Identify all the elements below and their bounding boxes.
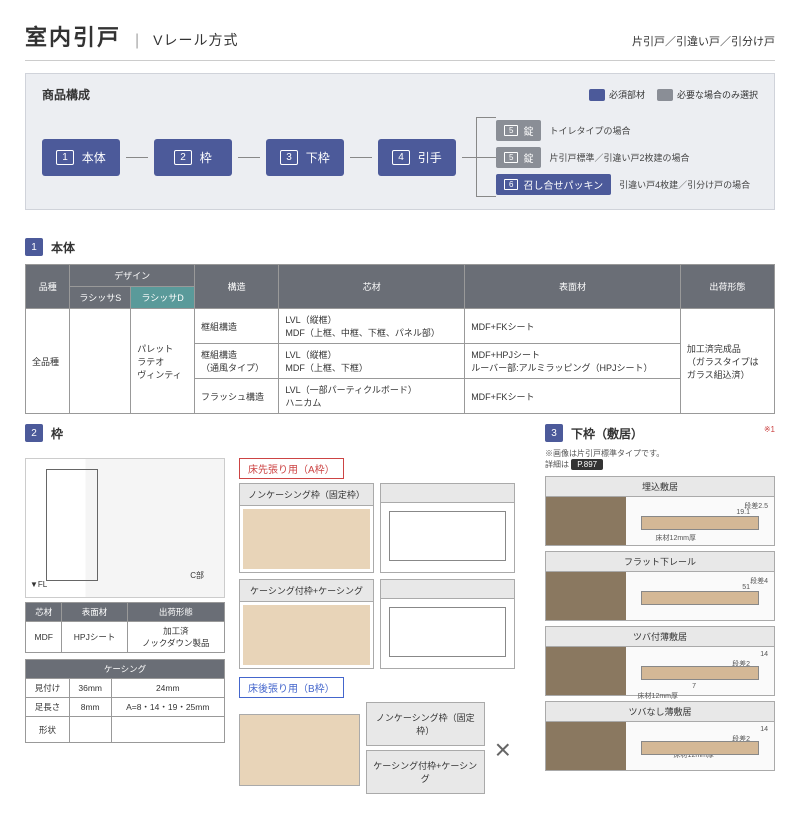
legend-swatch-optional — [657, 89, 673, 101]
composition-panel: 商品構成 必須部材 必要な場合のみ選択 1本体 2枠 3下枠 4引手 5錠トイレ… — [25, 73, 775, 210]
flow-step-1: 1本体 — [42, 139, 120, 176]
frame-type-b-label: 床後張り用（B枠） — [239, 677, 344, 698]
frame-cell — [239, 714, 360, 786]
sill-item: 埋込敷居段差2.519.112.819.1床材12mm厚 — [545, 476, 775, 546]
legend: 必須部材 必要な場合のみ選択 — [589, 88, 758, 101]
frame-material-table: 芯材表面材出荷形態 MDFHPJシート加工済 ノックダウン製品 — [25, 602, 225, 653]
legend-swatch-required — [589, 89, 605, 101]
sill-item: フラット下レール段差451床材12mm厚 — [545, 551, 775, 621]
branch-row: 5錠片引戸標準／引違い戸2枚建の場合 — [496, 147, 750, 168]
title-sep: | — [135, 32, 139, 50]
casing-table: ケーシング 見付け36mm24mm 足長さ8mmA=8・14・19・25mm 形… — [25, 659, 225, 743]
frame-cell: ノンケーシング枠（固定枠） — [239, 483, 374, 573]
frame-cell — [380, 483, 515, 573]
frame-cell — [380, 579, 515, 669]
door-elevation-diagram: ▼FL C部 — [25, 458, 225, 598]
frame-type-a-label: 床先張り用（A枠） — [239, 458, 344, 479]
title-variants: 片引戸／引違い戸／引分け戸 — [632, 33, 775, 49]
flow-step-4: 4引手 — [378, 139, 456, 176]
frame-cell: ケーシング付枠+ケーシング — [239, 579, 374, 669]
branch-row: 5錠トイレタイプの場合 — [496, 120, 750, 141]
flow-diagram: 1本体 2枠 3下枠 4引手 5錠トイレタイプの場合 5錠片引戸標準／引違い戸2… — [42, 117, 758, 197]
section-1-header: 1 本体 — [25, 238, 75, 256]
branch-row: 6召し合せパッキン引違い戸4枚建／引分け戸の場合 — [496, 174, 750, 195]
page-header: 室内引戸 | Vレール方式 片引戸／引違い戸／引分け戸 — [25, 20, 775, 61]
excluded-icon: × — [491, 734, 515, 766]
title-main: 室内引戸 — [25, 20, 121, 52]
sill-item: ツバなし薄敷居14段差2a床材12mm厚 — [545, 701, 775, 771]
composition-title: 商品構成 — [42, 86, 90, 103]
body-spec-table: 品種 デザイン 構造 芯材 表面材 出荷形態 ラシッサSラシッサD 全品種 パレ… — [25, 264, 775, 414]
section-3-header: 3 下枠（敷居） — [545, 424, 643, 442]
sill-item: ツバ付薄敷居14段差27a7床材12mm厚 — [545, 626, 775, 696]
flow-step-3: 3下枠 — [266, 139, 344, 176]
section-2-header: 2 枠 — [25, 424, 63, 442]
title-sub: Vレール方式 — [153, 30, 238, 50]
flow-step-2: 2枠 — [154, 139, 232, 176]
